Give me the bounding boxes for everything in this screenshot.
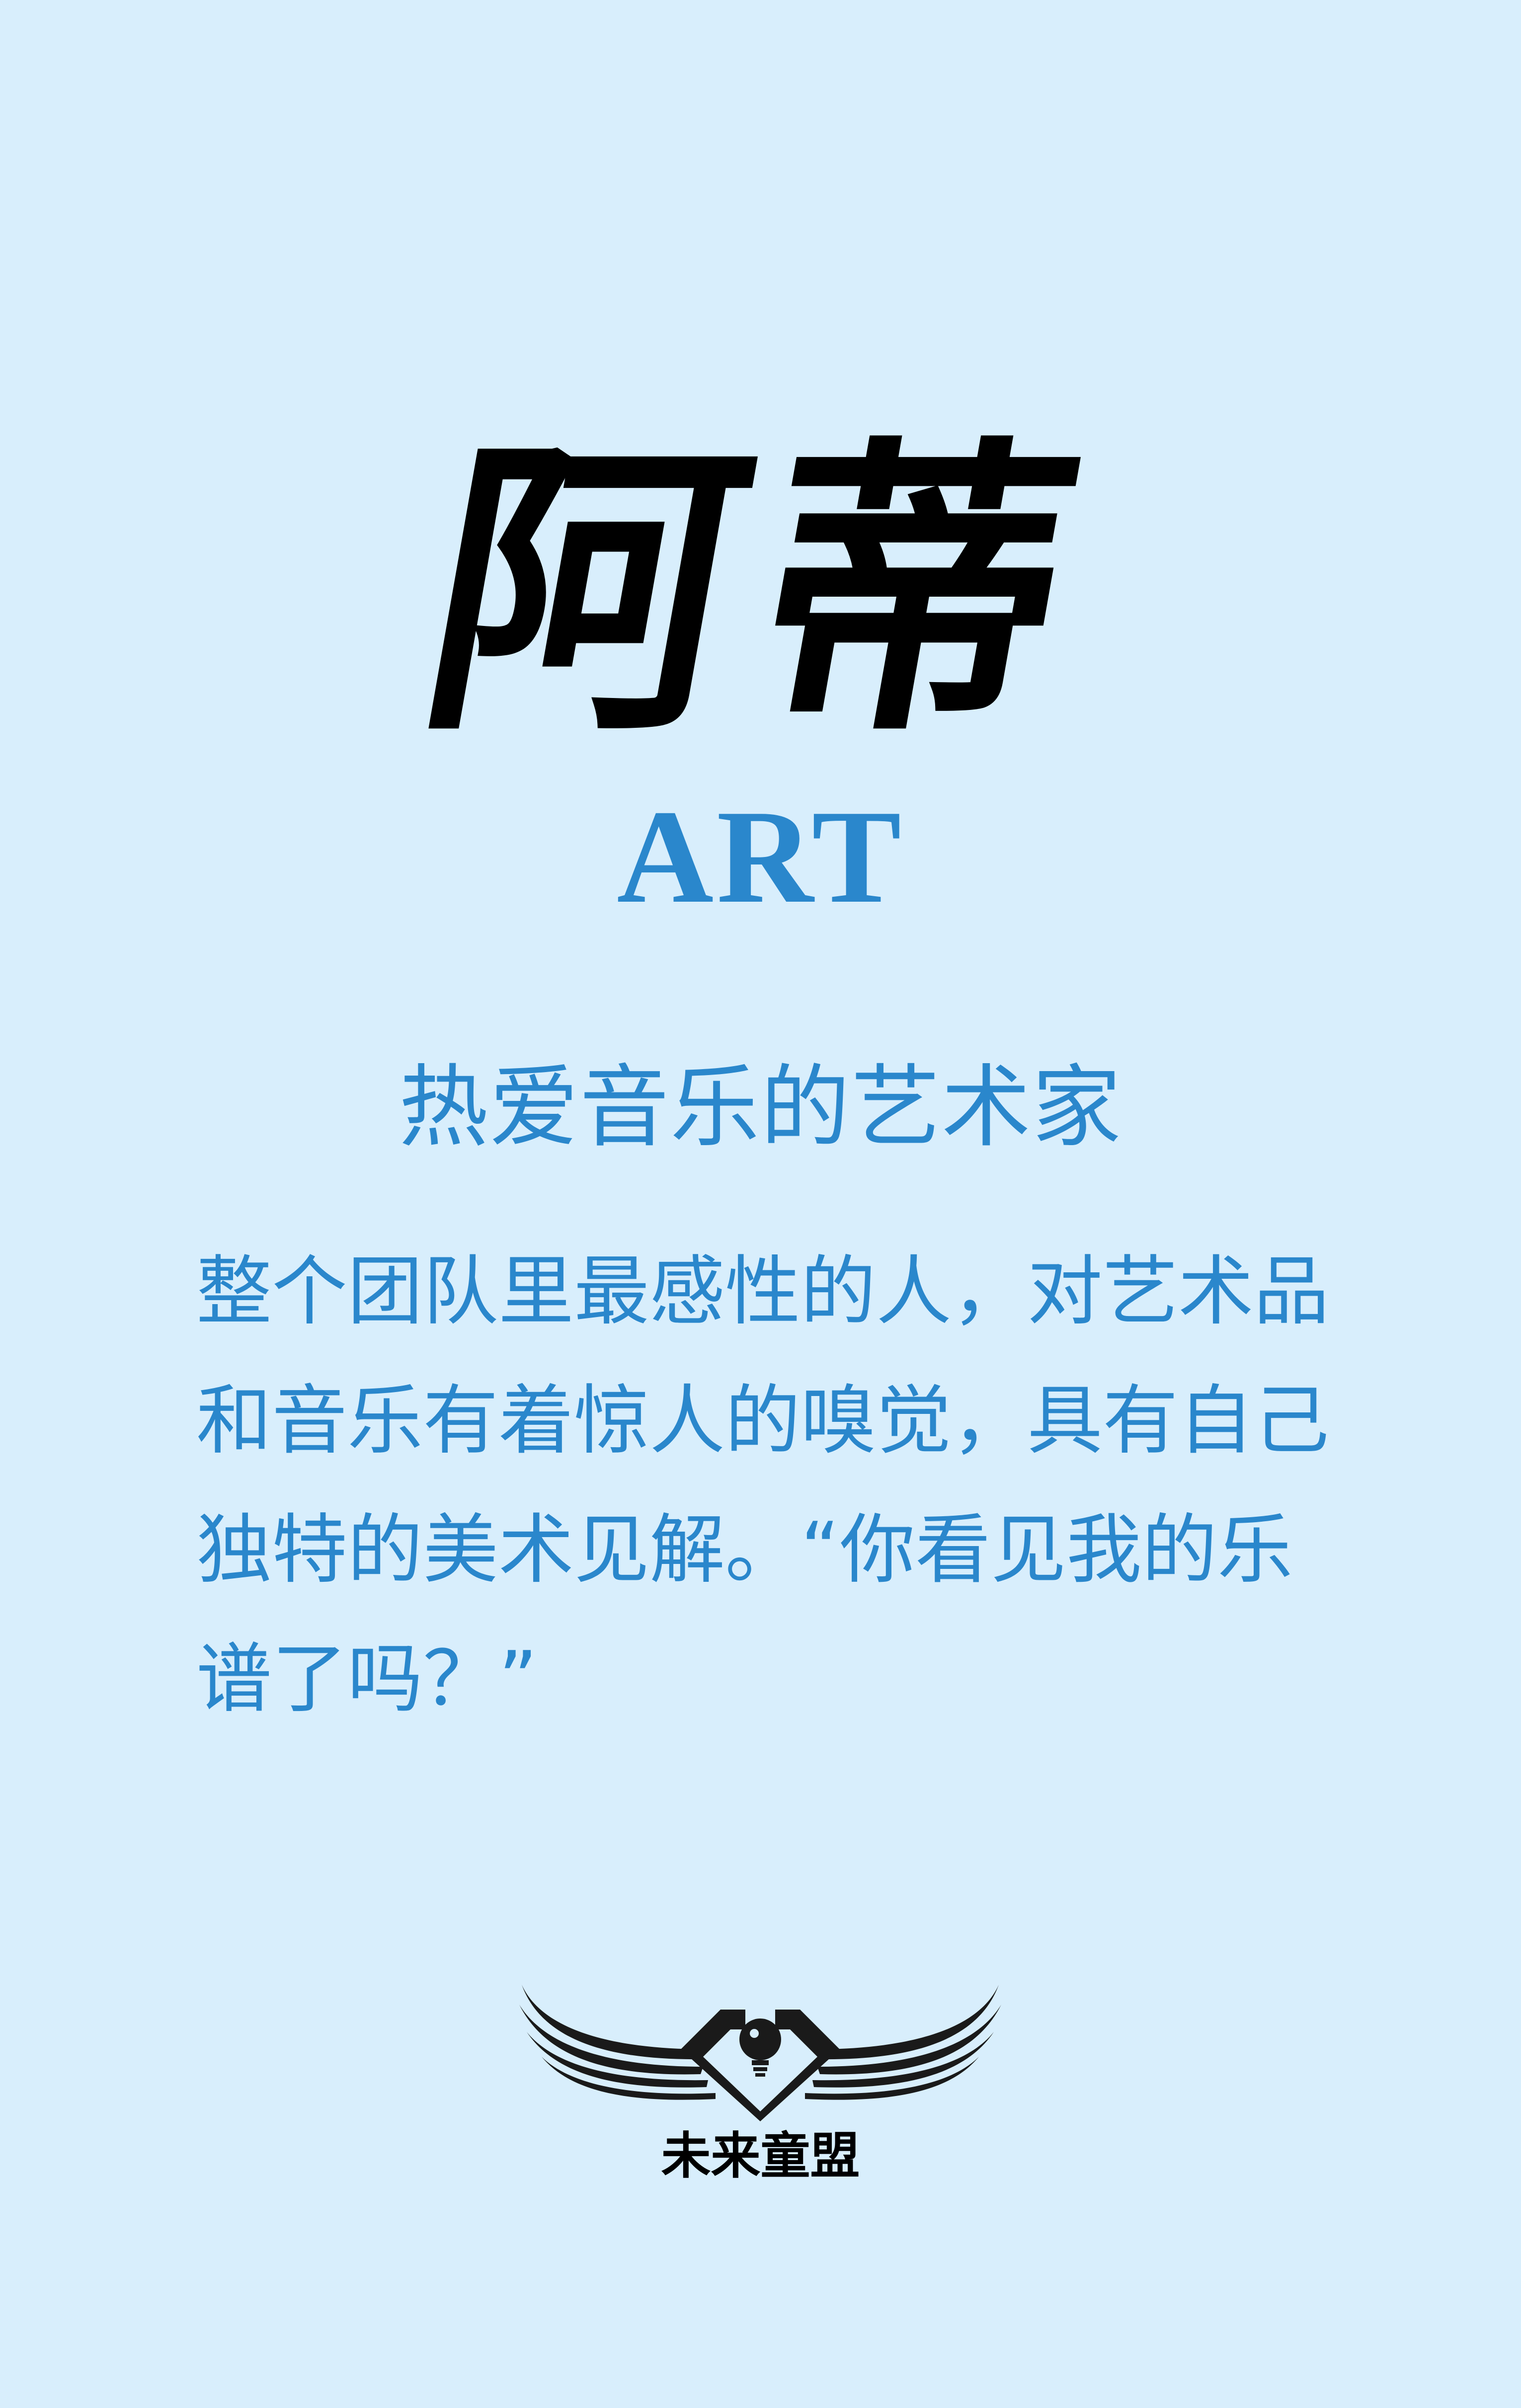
character-name-chinese: 阿蒂 [400,410,1121,772]
character-name-english: ART [617,782,904,931]
description-line: 独特的美术见解。“你看见我的乐 [196,1506,1293,1594]
winged-lightbulb-logo-icon [512,1975,1009,2198]
description-line: 整个团队里最感性的人，对艺术品 [196,1247,1329,1335]
character-tagline: 热爱音乐的艺术家 [399,1056,1122,1160]
description-line: 谱了吗？” [196,1635,538,1723]
description-line: 和音乐有着惊人的嗅觉，具有自己 [196,1377,1329,1465]
brand-name: 未来童盟 [661,2127,860,2185]
character-description: 整个团队里最感性的人，对艺术品 和音乐有着惊人的嗅觉，具有自己 独特的美术见解。… [196,1227,1329,1724]
